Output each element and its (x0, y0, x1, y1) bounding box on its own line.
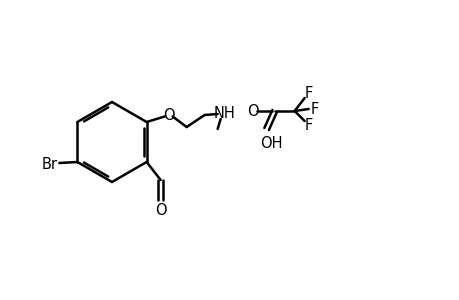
Text: NH: NH (213, 106, 235, 121)
Text: O: O (155, 202, 166, 217)
Text: O: O (246, 103, 258, 118)
Text: F: F (304, 118, 312, 133)
Text: F: F (304, 85, 312, 100)
Text: O: O (162, 107, 174, 122)
Text: F: F (310, 101, 318, 116)
Text: Br: Br (41, 157, 57, 172)
Text: OH: OH (260, 136, 282, 151)
